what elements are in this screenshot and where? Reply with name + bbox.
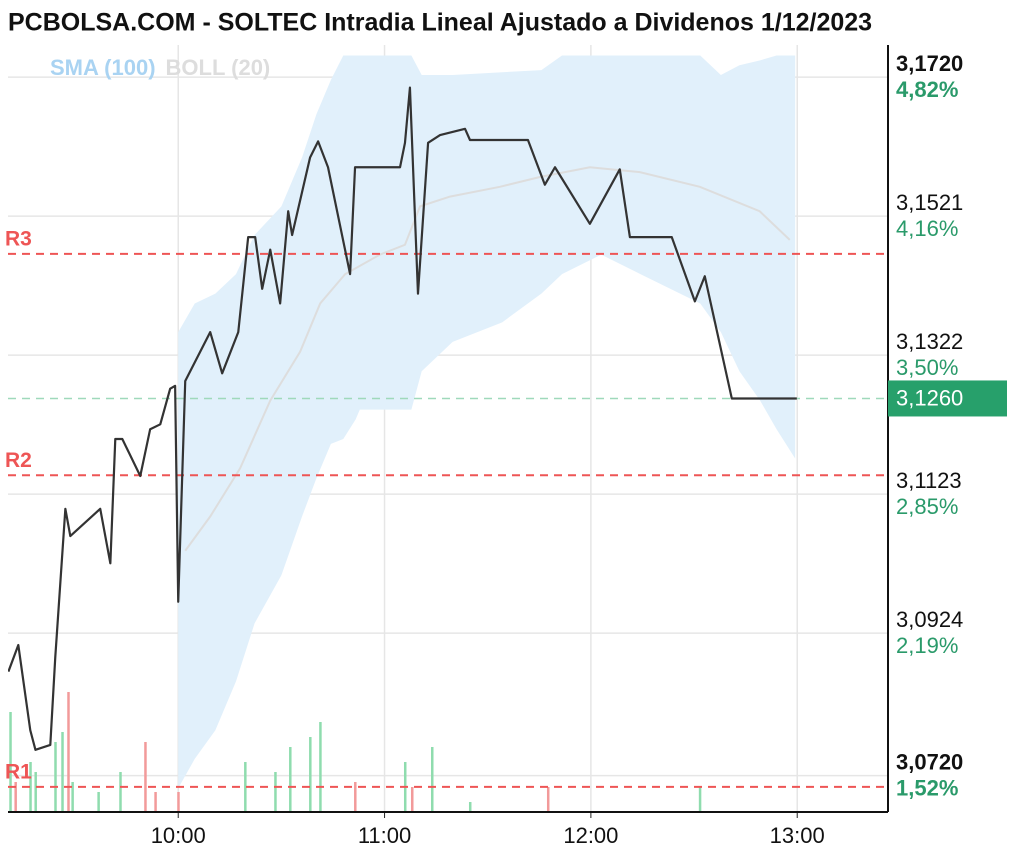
volume-bar [274,772,277,812]
bollinger-band [178,55,796,789]
y-tick-label: 3,1123 [896,468,962,493]
volume-bar [67,692,70,812]
resistance-label: R2 [5,449,32,472]
y-tick-percent: 2,19% [896,633,958,658]
volume-bar [29,762,32,812]
volume-bar [54,742,57,812]
resistance-label: R3 [5,227,32,250]
volume-bar [319,722,322,812]
y-tick-percent: 1,52% [896,775,958,800]
volume-bar [14,782,17,812]
volume-bar [144,742,147,812]
last-price-tag [888,380,1007,417]
volume-bar [177,792,180,812]
volume-bar [431,747,434,812]
y-tick-label: 3,0720 [896,749,963,774]
volume-bar [244,762,247,812]
volume-bar [309,737,312,812]
volume-bar [698,787,702,812]
volume-bar [410,787,414,812]
y-tick-label: 3,1521 [896,190,963,215]
legend-entry: SMA (100) [50,55,156,80]
sma-line [184,166,791,552]
price-line [8,86,797,751]
x-tick-label: 11:00 [358,823,411,848]
resistance-label: R1 [5,760,32,783]
volume-bar [154,792,157,812]
volume-bar [546,787,550,812]
volume-bar [97,792,100,812]
volume-bar [61,732,64,812]
y-tick-percent: 4,16% [896,216,958,241]
x-tick-label: 12:00 [563,823,618,848]
y-tick-percent: 2,85% [896,494,958,519]
volume-bar [354,782,357,812]
y-tick-label: 3,1720 [896,51,963,76]
volume-bar [468,802,472,812]
volume-bar [34,772,37,812]
y-tick-label: 3,1322 [896,329,963,354]
volume-bar [289,747,292,812]
x-tick-label: 10:00 [151,823,206,848]
volume-bar [9,712,12,812]
chart-title: PCBOLSA.COM - SOLTEC Intradia Lineal Aju… [8,9,872,37]
y-tick-percent: 4,82% [896,77,958,102]
overlay: 3,17204,82%3,15214,16%3,13223,50%3,11232… [5,45,1007,848]
y-tick-percent: 3,50% [896,355,958,380]
x-tick-label: 13:00 [770,823,825,848]
last-price-label: 3,1260 [896,385,963,410]
volume-bar [119,772,122,812]
plot-area [8,45,888,812]
volume-bar [71,782,74,812]
legend-entry: BOLL (20) [166,55,271,80]
y-tick-label: 3,0924 [896,607,963,632]
